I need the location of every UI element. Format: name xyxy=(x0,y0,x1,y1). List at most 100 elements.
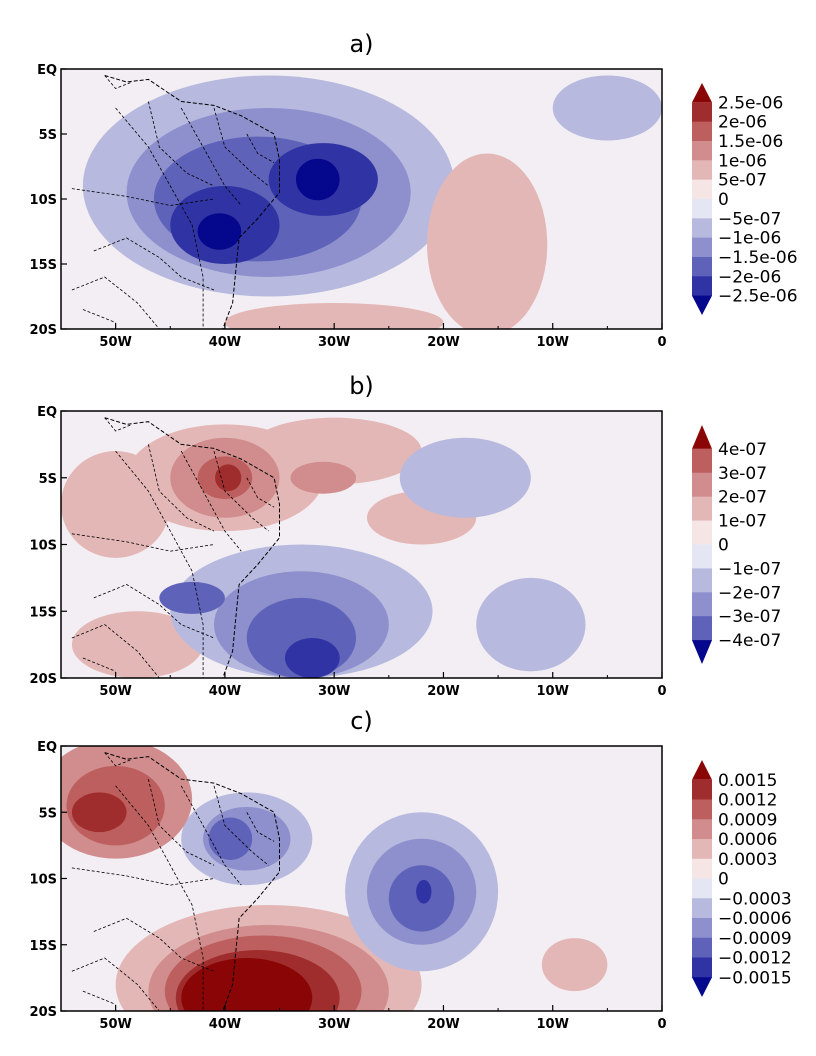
colorbar-segment xyxy=(692,257,712,277)
colorbar-label: 0 xyxy=(718,536,729,556)
colorbar-segment xyxy=(692,141,712,161)
panel-title: a) xyxy=(349,30,373,58)
contour-blob xyxy=(285,637,340,678)
colorbar-segment xyxy=(692,199,712,219)
colorbar-label: −1e-06 xyxy=(718,229,781,249)
colorbar-label: 2.5e-06 xyxy=(718,93,783,113)
contour-blob xyxy=(181,958,313,1011)
colorbar-label: 0.0012 xyxy=(718,791,777,811)
country-border xyxy=(104,417,133,432)
colorbar-label: −2e-07 xyxy=(718,583,781,603)
lat-tick-label: 5S xyxy=(39,806,57,821)
colorbar: 2.5e-062e-061.5e-061e-065e-070−5e-07−1e-… xyxy=(692,83,798,315)
colorbar-label: 3e-07 xyxy=(718,464,767,484)
colorbar-label: −0.0015 xyxy=(718,968,792,988)
country-border xyxy=(82,990,116,1005)
colorbar-extend-low xyxy=(692,977,712,997)
colorbar-label: 0.0006 xyxy=(718,830,777,850)
country-border xyxy=(71,867,215,886)
colorbar-segment xyxy=(692,179,712,200)
contour-field xyxy=(61,746,662,1011)
colorbar-label: −5e-07 xyxy=(718,209,781,229)
contour-blob xyxy=(295,158,340,201)
colorbar-label: 0 xyxy=(718,870,729,890)
lat-tick-label: 15S xyxy=(30,605,57,620)
lat-tick-label: 10S xyxy=(30,193,57,208)
lat-tick-label: 20S xyxy=(30,323,57,338)
country-border xyxy=(82,309,116,323)
colorbar-segment xyxy=(692,918,712,939)
contour-field xyxy=(61,411,662,678)
contour-blob xyxy=(427,153,548,329)
lon-tick-label: 10W xyxy=(537,1017,569,1032)
colorbar-label: 5e-07 xyxy=(718,171,767,191)
colorbar-label: −0.0009 xyxy=(718,929,792,949)
colorbar-extend-high xyxy=(692,83,712,103)
contour-blob xyxy=(197,213,242,250)
colorbar-label: −2e-06 xyxy=(718,267,781,287)
lat-tick-label: 20S xyxy=(30,672,57,687)
colorbar-label: −4e-07 xyxy=(718,631,781,651)
colorbar-label: −2.5e-06 xyxy=(718,287,798,307)
country-border xyxy=(180,785,242,886)
lat-tick-label: EQ xyxy=(37,63,57,78)
lon-tick-label: 30W xyxy=(318,1017,350,1032)
colorbar-label: −1.5e-06 xyxy=(718,248,798,268)
contour-blob xyxy=(476,577,586,672)
colorbar-label: −1e-07 xyxy=(718,559,781,579)
coastline xyxy=(104,417,280,678)
colorbar-segment xyxy=(692,276,712,297)
panel-a: a) 50W 40W 30W 20W 10W 0 EQ 5S 10S 15S 20S 2.5e-062e… xyxy=(30,30,798,350)
colorbar: 4e-07 3e-07 2e-07 1e-07 0 −1e-07 −2e-07 −3e-07 −… xyxy=(692,425,781,664)
colorbar-segment xyxy=(692,779,712,800)
contour-blob xyxy=(246,417,422,485)
colorbar-extend-low xyxy=(692,295,712,315)
colorbar-label: 1.5e-06 xyxy=(718,132,783,152)
colorbar-segment xyxy=(692,819,712,840)
contour-blob xyxy=(215,464,242,492)
contour-blob xyxy=(416,879,432,904)
country-border xyxy=(213,450,269,532)
country-border xyxy=(246,812,275,842)
lon-tick-label: 20W xyxy=(427,1017,459,1032)
colorbar-extend-low xyxy=(692,640,712,664)
contour-blob xyxy=(399,437,531,518)
lat-tick-label: EQ xyxy=(37,405,57,420)
lon-tick-label: 0 xyxy=(657,335,666,350)
panel-title: c) xyxy=(350,707,373,735)
colorbar-label: 0 xyxy=(718,190,729,210)
colorbar-segment xyxy=(692,616,712,641)
lon-tick-label: 20W xyxy=(427,335,459,350)
colorbar-extend-high xyxy=(692,760,712,780)
colorbar-segment xyxy=(692,799,712,820)
country-border xyxy=(148,444,215,532)
lon-tick-label: 30W xyxy=(318,335,350,350)
colorbar-segment xyxy=(692,160,712,181)
country-border xyxy=(71,276,160,329)
lon-tick-label: 0 xyxy=(657,684,666,699)
contour-blob xyxy=(552,75,662,141)
panel-title: b) xyxy=(349,372,374,400)
colorbar-segment xyxy=(692,858,712,879)
lon-tick-label: 50W xyxy=(99,1017,131,1032)
colorbar-segment xyxy=(692,839,712,860)
country-border xyxy=(213,107,269,187)
lon-tick-label: 50W xyxy=(99,335,131,350)
colorbar-segment xyxy=(692,218,712,239)
colorbar-label: −0.0012 xyxy=(718,949,792,969)
lat-tick-label: EQ xyxy=(37,740,57,755)
colorbar-segment xyxy=(692,237,712,258)
lat-tick-label: 20S xyxy=(30,1005,57,1020)
colorbar-segment xyxy=(692,121,712,142)
colorbar-label: −0.0003 xyxy=(718,889,792,909)
colorbar-segment xyxy=(692,568,712,593)
contour-blob xyxy=(61,451,171,558)
colorbar-label: 2e-07 xyxy=(718,488,767,508)
country-border xyxy=(213,785,269,866)
colorbar-segment xyxy=(692,448,712,474)
country-border xyxy=(104,752,133,767)
country-border xyxy=(82,657,116,672)
country-border xyxy=(180,450,242,552)
lat-tick-label: 10S xyxy=(30,539,57,554)
